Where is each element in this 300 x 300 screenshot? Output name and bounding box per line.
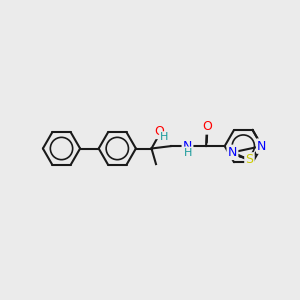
Text: H: H	[160, 132, 169, 142]
Text: N: N	[257, 140, 267, 153]
Text: N: N	[228, 146, 237, 159]
Text: S: S	[245, 153, 253, 167]
Text: N: N	[183, 140, 192, 153]
Text: O: O	[154, 125, 164, 138]
Text: H: H	[184, 148, 192, 158]
Text: O: O	[202, 120, 211, 134]
